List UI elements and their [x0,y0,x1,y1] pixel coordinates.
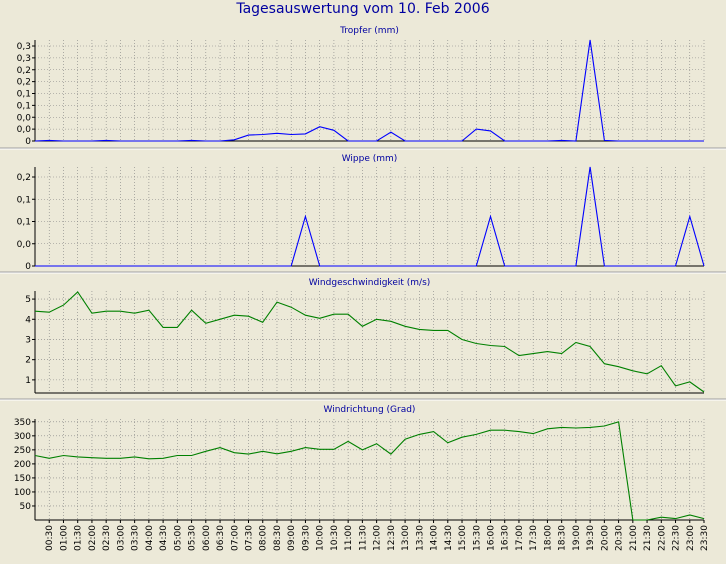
y-tick-label: 0,3 [17,54,31,64]
panel-title: Wippe (mm) [342,154,398,164]
x-tick-label: 07:30 [245,525,255,551]
x-tick-label: 23:30 [700,525,710,551]
x-tick-label: 20:00 [600,525,610,551]
y-tick-label: 50 [20,502,32,512]
x-tick-label: 09:30 [301,525,311,551]
y-tick-label: 0 [25,137,31,147]
panel-title: Tropfer (mm) [339,26,399,36]
y-tick-label: 0,1 [17,195,31,205]
plot-area [35,40,704,141]
y-tick-label: 0,1 [17,218,31,228]
y-tick-label: 0,1 [17,90,31,100]
x-tick-label: 00:30 [45,525,55,551]
x-tick-label: 19:00 [572,525,582,551]
x-tick-label: 13:00 [401,525,411,551]
x-tick-label: 19:30 [586,525,596,551]
y-tick-label: 1 [25,376,31,386]
x-tick-label: 03:00 [116,525,126,551]
y-tick-label: 100 [14,488,31,498]
series-line [34,39,704,142]
x-tick-label: 12:30 [387,525,397,551]
series-line [34,421,705,521]
x-tick-label: 03:30 [131,525,141,551]
x-tick-label: 05:30 [188,525,198,551]
series-line [34,291,705,393]
y-tick-label: 0,1 [17,101,31,111]
y-tick-label: 250 [14,446,31,456]
x-tick-label: 01:00 [59,525,69,551]
x-tick-label: 11:30 [358,525,368,551]
x-tick-label: 20:30 [615,525,625,551]
x-tick-label: 18:00 [543,525,553,551]
x-tick-label: 15:00 [458,525,468,551]
x-tick-label: 18:30 [558,525,568,551]
y-tick-label: 300 [14,432,31,442]
x-tick-label: 08:30 [273,525,283,551]
x-tick-label: 04:30 [159,525,169,551]
x-tick-label: 06:00 [202,525,212,551]
x-tick-label: 13:30 [415,525,425,551]
y-tick-label: 0,0 [17,113,32,123]
series-line [35,166,705,267]
x-tick-label: 21:30 [643,525,653,551]
x-tick-label: 05:00 [173,525,183,551]
panel-title: Windgeschwindigkeit (m/s) [309,278,431,288]
plot-area [35,291,704,393]
x-tick-label: 10:30 [330,525,340,551]
x-tick-label: 16:00 [486,525,496,551]
y-tick-label: 2 [25,356,31,366]
panel-title: Windrichtung (Grad) [324,405,416,415]
y-tick-label: 350 [14,418,31,428]
x-tick-label: 11:00 [344,525,354,551]
y-tick-label: 0,0 [17,240,32,250]
plot-area [35,419,704,520]
x-tick-label: 21:00 [629,525,639,551]
x-tick-label: 14:30 [444,525,454,551]
y-tick-label: 0,2 [17,173,31,183]
y-tick-label: 3 [25,335,31,345]
x-tick-label: 22:00 [657,525,667,551]
y-tick-label: 200 [14,460,31,470]
x-tick-label: 07:00 [230,525,240,551]
page-title: Tagesauswertung vom 10. Feb 2006 [236,1,490,17]
plot-area [35,167,704,266]
y-tick-label: 4 [25,315,31,325]
y-tick-label: 0 [25,262,31,272]
x-tick-label: 06:30 [216,525,226,551]
x-tick-label: 16:30 [501,525,511,551]
x-tick-label: 01:30 [74,525,84,551]
x-tick-label: 02:00 [88,525,98,551]
y-tick-label: 5 [25,295,31,305]
y-tick-label: 0,0 [17,125,32,135]
x-tick-label: 14:00 [430,525,440,551]
y-tick-label: 0,2 [17,66,31,76]
x-tick-label: 12:00 [373,525,383,551]
x-tick-label: 15:30 [472,525,482,551]
x-tick-label: 04:00 [145,525,155,551]
x-tick-label: 10:00 [316,525,326,551]
y-tick-label: 0,3 [17,42,31,52]
x-tick-label: 17:00 [515,525,525,551]
x-tick-label: 23:00 [686,525,696,551]
x-tick-label: 22:30 [672,525,682,551]
x-tick-label: 02:30 [102,525,112,551]
y-tick-label: 0,2 [17,78,31,88]
x-tick-label: 08:00 [259,525,269,551]
x-tick-label: 09:00 [287,525,297,551]
y-tick-label: 150 [14,474,31,484]
x-tick-label: 17:30 [529,525,539,551]
